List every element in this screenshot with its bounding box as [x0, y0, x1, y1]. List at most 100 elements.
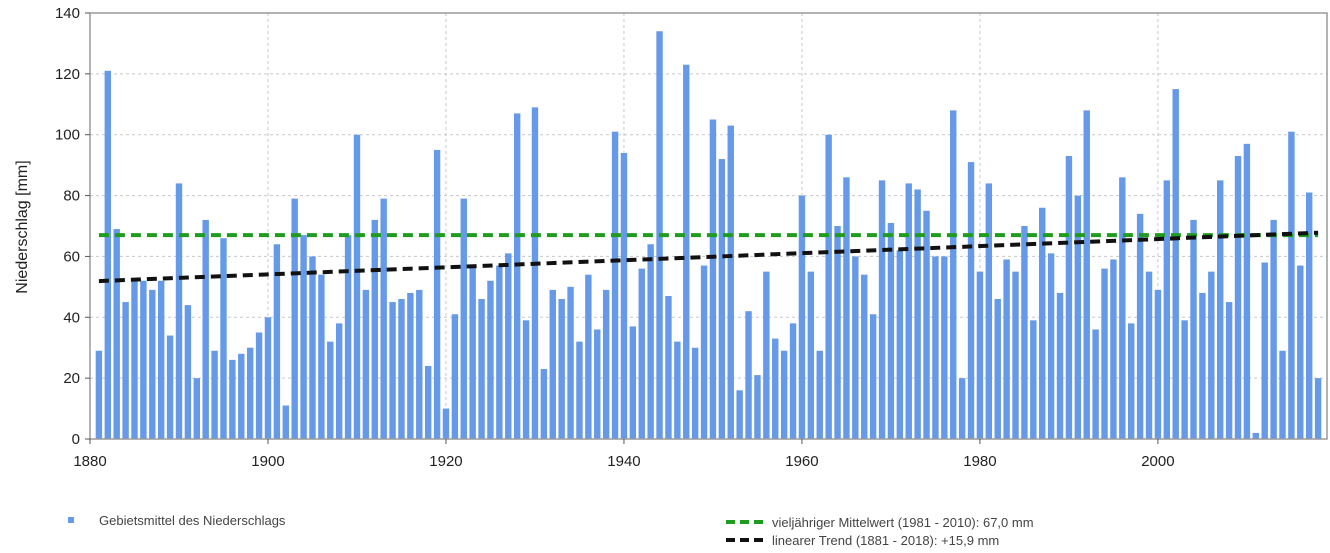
bar	[700, 265, 708, 439]
bar	[780, 350, 788, 439]
bar	[1199, 292, 1206, 439]
bar	[540, 369, 548, 439]
y-tick-label: 120	[55, 66, 80, 83]
bar	[478, 299, 485, 439]
bar	[976, 271, 984, 439]
bar	[362, 289, 370, 439]
bar	[861, 274, 868, 439]
bar	[104, 70, 112, 440]
bar	[1003, 259, 1010, 439]
bar	[149, 289, 156, 439]
bar	[433, 149, 441, 439]
x-tick-label: 1900	[251, 453, 284, 470]
bar	[122, 302, 129, 439]
y-tick-label: 80	[63, 188, 80, 205]
bar	[1305, 192, 1313, 439]
bar	[772, 338, 779, 439]
bar	[380, 198, 387, 439]
bar	[451, 314, 459, 439]
bar	[914, 189, 921, 439]
bar	[1314, 378, 1322, 439]
bar	[638, 268, 645, 439]
y-tick-label: 140	[55, 5, 80, 22]
bar	[229, 359, 236, 439]
bar	[718, 159, 726, 440]
bar	[398, 299, 405, 439]
bar	[211, 350, 218, 439]
bar	[1065, 156, 1073, 439]
bar	[184, 305, 192, 439]
bar	[1163, 180, 1171, 439]
bar	[985, 183, 993, 439]
bar	[1012, 271, 1019, 439]
bar	[202, 219, 209, 439]
bar	[567, 286, 574, 439]
bar	[513, 113, 521, 440]
bar	[157, 280, 165, 439]
bar	[852, 256, 859, 439]
bar	[878, 180, 886, 439]
bar	[1181, 320, 1188, 439]
bar	[442, 408, 450, 439]
bar	[843, 177, 850, 440]
bar	[220, 238, 227, 439]
bar	[344, 235, 352, 439]
bar	[246, 347, 254, 439]
bar	[798, 195, 806, 439]
bar-series	[95, 31, 1322, 440]
bar	[327, 341, 334, 439]
legend: Gebietsmittel des Niederschlags vieljähr…	[68, 513, 1034, 548]
bar	[282, 405, 289, 439]
y-tick-label: 20	[63, 370, 80, 387]
bar	[1092, 329, 1099, 439]
bar	[1039, 207, 1046, 439]
bar	[1234, 156, 1242, 439]
bar	[1297, 265, 1304, 439]
bar	[665, 295, 672, 439]
bar	[869, 314, 877, 439]
bar	[389, 302, 396, 439]
bar	[166, 335, 174, 439]
bar	[140, 280, 147, 439]
bar	[335, 323, 343, 439]
bar	[1030, 320, 1037, 439]
bar	[1217, 180, 1224, 439]
bar	[131, 280, 138, 439]
bar	[825, 134, 832, 439]
bar	[1083, 110, 1090, 439]
bar	[1047, 253, 1055, 439]
bar	[1145, 271, 1153, 439]
y-tick-label: 40	[63, 309, 80, 326]
bar	[549, 289, 556, 439]
bar	[896, 250, 904, 439]
bar	[1119, 177, 1126, 440]
bar	[1056, 292, 1064, 439]
bar	[531, 107, 539, 439]
bar	[834, 226, 841, 439]
bar	[95, 350, 103, 439]
bar	[1190, 219, 1197, 439]
bar	[238, 353, 245, 439]
bar	[291, 198, 298, 439]
bar	[460, 198, 467, 439]
bar	[647, 244, 654, 439]
x-tick-label: 2000	[1141, 453, 1174, 470]
bar	[487, 280, 494, 439]
plot-frame	[89, 12, 1328, 440]
bar	[950, 110, 957, 439]
bar	[1279, 350, 1286, 439]
bar	[807, 271, 815, 439]
bar	[1261, 262, 1268, 439]
bar	[113, 229, 120, 439]
bar	[1270, 219, 1277, 439]
legend-trend-label: linearer Trend (1881 - 2018): +15,9 mm	[772, 533, 999, 548]
bar	[496, 265, 503, 439]
bar	[967, 162, 975, 439]
bar	[620, 152, 628, 439]
bar	[416, 289, 423, 439]
legend-bar-label: Gebietsmittel des Niederschlags	[99, 513, 286, 528]
bar	[754, 375, 761, 439]
bar	[1225, 302, 1233, 439]
bar	[674, 341, 681, 439]
x-tick-label: 1960	[785, 453, 818, 470]
